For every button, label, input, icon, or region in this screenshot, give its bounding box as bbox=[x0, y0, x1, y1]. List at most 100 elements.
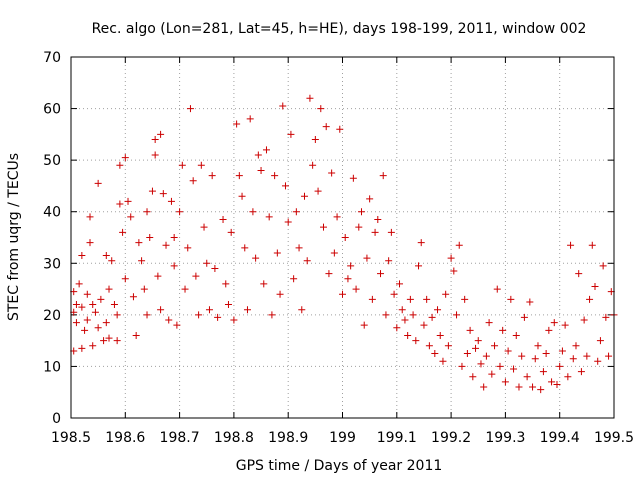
data-point-marker bbox=[91, 308, 99, 316]
data-point-marker bbox=[116, 161, 124, 169]
data-point-marker bbox=[553, 380, 561, 388]
y-tick-label: 30 bbox=[43, 256, 61, 272]
data-point-marker bbox=[586, 295, 594, 303]
data-point-marker bbox=[132, 331, 140, 339]
data-point-marker bbox=[300, 192, 308, 200]
data-point-marker bbox=[178, 161, 186, 169]
data-point-marker bbox=[140, 285, 148, 293]
data-point-marker bbox=[230, 316, 238, 324]
x-tick-label: 198.7 bbox=[160, 430, 200, 446]
data-point-marker bbox=[453, 311, 461, 319]
data-point-marker bbox=[138, 257, 146, 265]
data-point-marker bbox=[526, 298, 534, 306]
x-tick-labels: 198.5 198.6 198.7 198.8 198.9 199 199.1 199.2 19… bbox=[51, 430, 634, 446]
x-tick-label: 198.5 bbox=[51, 430, 91, 446]
data-point-marker bbox=[436, 331, 444, 339]
data-point-marker bbox=[548, 378, 556, 386]
y-tick-label: 50 bbox=[43, 153, 61, 169]
data-point-marker bbox=[124, 197, 132, 205]
data-point-marker bbox=[425, 342, 433, 350]
x-tick-label: 199 bbox=[329, 430, 356, 446]
data-point-marker bbox=[233, 120, 241, 128]
data-point-marker bbox=[184, 244, 192, 252]
plot-frame bbox=[70, 56, 615, 419]
data-point-marker bbox=[116, 200, 124, 208]
data-point-marker bbox=[317, 105, 325, 113]
data-point-marker bbox=[295, 244, 303, 252]
data-point-marker bbox=[214, 313, 222, 321]
data-point-marker bbox=[309, 161, 317, 169]
y-tick-labels: 0 10 20 30 40 50 60 70 bbox=[43, 50, 61, 427]
data-point-marker bbox=[257, 166, 265, 174]
data-point-marker bbox=[78, 344, 86, 352]
data-point-marker bbox=[501, 378, 509, 386]
data-point-marker bbox=[262, 146, 270, 154]
data-point-marker bbox=[113, 311, 121, 319]
data-point-marker bbox=[580, 316, 588, 324]
data-point-marker bbox=[336, 125, 344, 133]
data-point-marker bbox=[474, 337, 482, 345]
data-point-marker bbox=[246, 115, 254, 123]
x-tick-label: 198.6 bbox=[105, 430, 145, 446]
data-point-marker bbox=[377, 270, 385, 278]
data-point-marker bbox=[328, 169, 336, 177]
data-point-marker bbox=[529, 383, 537, 391]
data-point-marker bbox=[480, 383, 488, 391]
data-point-marker bbox=[254, 151, 262, 159]
data-point-marker bbox=[119, 228, 127, 236]
data-point-marker bbox=[319, 223, 327, 231]
data-point-marker bbox=[197, 161, 205, 169]
data-point-marker bbox=[406, 295, 414, 303]
data-point-marker bbox=[170, 234, 178, 241]
data-point-marker bbox=[344, 275, 352, 283]
data-point-marker bbox=[594, 357, 602, 365]
data-point-marker bbox=[78, 303, 86, 311]
data-point-marker bbox=[572, 342, 580, 350]
data-point-marker bbox=[279, 102, 287, 110]
data-point-marker bbox=[105, 334, 113, 342]
data-point-marker bbox=[545, 326, 553, 334]
data-point-marker bbox=[431, 350, 439, 358]
data-point-marker bbox=[322, 123, 330, 131]
data-point-marker bbox=[157, 130, 165, 138]
data-point-marker bbox=[167, 197, 175, 205]
data-point-marker bbox=[339, 290, 346, 298]
data-point-marker bbox=[504, 347, 512, 355]
data-point-marker bbox=[537, 386, 545, 394]
data-point-marker bbox=[485, 319, 493, 327]
data-point-marker bbox=[81, 326, 89, 334]
data-point-marker bbox=[306, 94, 314, 102]
data-point-marker bbox=[558, 347, 566, 355]
data-point-marker bbox=[602, 313, 610, 321]
data-point-marker bbox=[368, 295, 376, 303]
x-tick-label: 199.3 bbox=[485, 430, 525, 446]
data-point-marker bbox=[575, 270, 583, 278]
data-point-marker bbox=[281, 182, 289, 190]
data-point-marker bbox=[205, 306, 213, 314]
data-point-marker bbox=[249, 208, 257, 216]
data-point-marker bbox=[72, 301, 80, 309]
data-point-marker bbox=[341, 234, 349, 241]
data-point-marker bbox=[108, 257, 116, 265]
data-point-marker bbox=[567, 241, 575, 249]
x-tick-label: 198.9 bbox=[268, 430, 308, 446]
data-point-marker bbox=[450, 267, 458, 275]
data-point-marker bbox=[298, 306, 306, 314]
data-point-marker bbox=[135, 239, 143, 247]
data-point-marker bbox=[379, 172, 387, 180]
y-tick-label: 40 bbox=[43, 205, 61, 221]
data-point-marker bbox=[273, 249, 281, 257]
data-point-marker bbox=[531, 355, 539, 363]
data-point-marker bbox=[518, 352, 526, 360]
data-point-marker bbox=[129, 293, 137, 301]
data-point-marker bbox=[86, 239, 94, 247]
data-point-marker bbox=[360, 321, 368, 329]
data-point-marker bbox=[352, 285, 360, 293]
chart-title: Rec. algo (Lon=281, Lat=45, h=HE), days … bbox=[92, 21, 587, 37]
data-point-marker bbox=[605, 352, 613, 360]
data-point-marker bbox=[260, 280, 268, 288]
data-point-marker bbox=[189, 177, 197, 185]
data-point-marker bbox=[588, 241, 596, 249]
data-point-marker bbox=[496, 362, 504, 370]
